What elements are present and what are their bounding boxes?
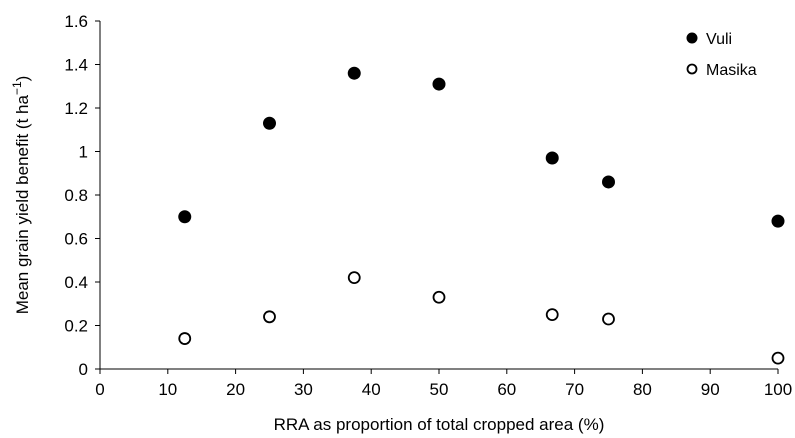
x-tick-label: 80 xyxy=(633,380,652,399)
data-point-masika xyxy=(263,310,276,324)
data-point-vuli xyxy=(771,214,785,228)
x-tick-label: 10 xyxy=(158,380,177,399)
x-tick-label: 40 xyxy=(362,380,381,399)
y-tick-label: 1 xyxy=(79,143,88,162)
x-tick-label: 50 xyxy=(430,380,449,399)
axes xyxy=(99,21,778,370)
y-tick-label: 0.4 xyxy=(64,273,88,292)
data-point-vuli xyxy=(263,116,276,130)
x-tick-label: 30 xyxy=(294,380,313,399)
data-points xyxy=(178,66,785,365)
data-point-masika xyxy=(432,290,446,304)
y-tick-label: 0.6 xyxy=(64,230,88,249)
y-axis-ticks: 0 0.2 0.4 0.6 0.8 1 1.2 1.4 1.6 xyxy=(64,12,100,379)
y-tick-label: 0.8 xyxy=(64,186,88,205)
data-point-vuli xyxy=(347,66,361,80)
legend: Vuli Masika xyxy=(686,31,757,79)
y-tick-label: 1.6 xyxy=(64,12,88,31)
legend-marker-masika xyxy=(686,63,698,75)
x-axis-title: RRA as proportion of total cropped area … xyxy=(274,415,605,434)
x-tick-label: 70 xyxy=(565,380,584,399)
data-point-masika xyxy=(178,332,192,345)
y-tick-label: 1.2 xyxy=(64,99,88,118)
legend-label-masika: Masika xyxy=(706,62,757,79)
x-tick-label: 100 xyxy=(764,380,792,399)
legend-label-vuli: Vuli xyxy=(706,31,732,48)
y-axis-title-superscript: −1 xyxy=(10,81,24,95)
data-point-vuli xyxy=(602,175,615,189)
y-tick-label: 0.2 xyxy=(64,317,88,336)
data-point-vuli xyxy=(432,77,446,91)
y-axis-title-main: Mean grain yield benefit (t ha xyxy=(13,95,32,315)
data-point-masika xyxy=(347,271,361,285)
y-tick-label: 1.4 xyxy=(64,56,88,75)
y-axis-title-close: ) xyxy=(13,76,32,82)
legend-marker-vuli xyxy=(686,32,698,44)
data-point-vuli xyxy=(178,210,192,224)
x-axis-ticks: 0 10 20 30 40 50 60 70 80 90 100 xyxy=(95,369,792,399)
x-tick-label: 20 xyxy=(226,380,245,399)
y-tick-label: 0 xyxy=(79,360,88,379)
x-tick-label: 90 xyxy=(701,380,720,399)
data-point-masika xyxy=(771,351,785,365)
x-tick-label: 0 xyxy=(95,380,104,399)
data-point-masika xyxy=(545,308,559,322)
y-axis-title: Mean grain yield benefit (t ha−1) xyxy=(10,76,32,315)
x-tick-label: 60 xyxy=(497,380,516,399)
data-point-masika xyxy=(602,312,615,326)
data-point-vuli xyxy=(545,151,559,165)
